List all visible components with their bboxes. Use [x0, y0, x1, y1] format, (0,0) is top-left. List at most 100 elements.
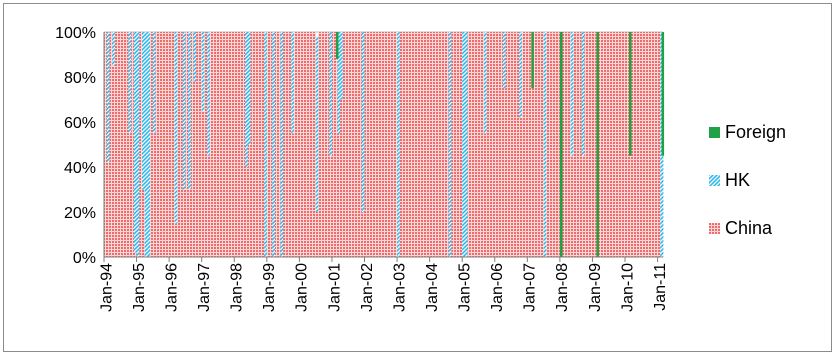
bar-china	[375, 32, 379, 257]
bar-china	[565, 32, 569, 257]
bar-china	[416, 32, 420, 257]
bar-china	[619, 32, 623, 257]
legend-swatch-china	[709, 223, 720, 234]
axes	[103, 32, 663, 262]
bar-hk	[136, 32, 140, 257]
bar-china	[123, 32, 127, 257]
legend-label-foreign: Foreign	[725, 122, 786, 142]
bar-china	[318, 32, 322, 257]
x-tick-label: Jan-10	[619, 263, 636, 312]
bar-china	[578, 32, 582, 257]
bar-china	[435, 32, 439, 257]
bar-china	[369, 32, 374, 257]
bar-china	[641, 32, 645, 257]
bar-china	[177, 32, 181, 257]
bar-china	[141, 189, 146, 257]
bar-foreign	[335, 32, 339, 59]
legend-swatch-foreign	[709, 127, 720, 138]
y-tick-label: 40%	[64, 160, 96, 177]
bar-china	[350, 32, 355, 257]
bar-china	[223, 32, 227, 257]
bar-china	[497, 32, 501, 257]
bar-china	[364, 32, 368, 257]
bar-china	[587, 32, 591, 257]
bar-hk	[201, 32, 205, 111]
bar-china	[310, 32, 314, 257]
bar-hk	[570, 32, 574, 156]
bar-china	[399, 32, 403, 257]
bar-china	[337, 133, 341, 257]
bar-china	[394, 32, 398, 257]
bar-china	[106, 162, 110, 257]
bar-china	[589, 32, 593, 257]
bar-foreign	[596, 32, 599, 257]
bar-china	[440, 32, 444, 257]
bar-china	[345, 32, 349, 257]
bar-china	[527, 32, 531, 257]
bar-china	[494, 32, 498, 257]
bar-china	[424, 32, 428, 257]
bar-china	[451, 32, 455, 257]
bar-hk	[464, 32, 469, 257]
bar-china	[312, 32, 317, 257]
bar-china	[630, 32, 634, 257]
bar-china	[478, 32, 482, 257]
bar-china	[383, 32, 387, 257]
x-tick-label: Jan-99	[261, 263, 278, 312]
bar-china	[391, 32, 395, 257]
bar-china	[277, 32, 281, 257]
x-tick-label: Jan-97	[196, 263, 213, 312]
bar-china	[348, 32, 352, 257]
bar-china	[505, 32, 509, 257]
bar-china	[635, 32, 639, 257]
x-axis-tick-labels: Jan-94 Jan-95 Jan-96 Jan-97 Jan-98 Jan-99 Jan-…	[98, 263, 669, 312]
bar-china	[467, 32, 471, 257]
bar-china	[304, 32, 308, 257]
bar-hk	[397, 32, 401, 257]
x-tick-label: Jan-11	[652, 263, 669, 311]
bar-china	[329, 155, 333, 257]
bar-china	[378, 32, 382, 257]
bar-china	[603, 32, 607, 257]
bar-china	[426, 32, 431, 257]
bar-china	[217, 32, 222, 257]
bar-china	[152, 133, 156, 257]
bar-china	[125, 32, 129, 257]
bar-china	[573, 32, 577, 257]
bar-hk	[337, 32, 341, 134]
bar-china	[413, 32, 417, 257]
bar-china	[340, 99, 344, 257]
bar-hk	[329, 32, 333, 156]
bar-china	[253, 32, 257, 257]
bar-hk	[106, 32, 110, 163]
bar-china	[622, 32, 626, 257]
legend-label-hk: HK	[725, 170, 750, 190]
bar-china	[511, 32, 515, 257]
x-tick-label: Jan-03	[391, 263, 408, 312]
bar-china	[163, 32, 167, 257]
bar-china	[432, 32, 436, 257]
bar-china	[570, 155, 574, 257]
x-tick-label: Jan-01	[326, 263, 343, 312]
bar-china	[185, 32, 189, 257]
bar-china	[530, 32, 534, 257]
bar-china	[321, 32, 325, 257]
bar-china	[386, 32, 390, 257]
y-tick-label: 20%	[64, 205, 96, 222]
bar-hk	[247, 32, 251, 145]
bar-hk	[141, 32, 146, 190]
bar-china	[407, 32, 412, 257]
bar-hk	[147, 32, 151, 257]
bar-china	[190, 32, 194, 257]
bar-china	[307, 32, 311, 257]
bar-china	[323, 32, 327, 257]
x-tick-label: Jan-00	[294, 263, 311, 312]
bar-hk	[291, 32, 295, 134]
bar-hk	[361, 32, 365, 212]
bar-hk	[245, 32, 249, 167]
bar-china	[193, 81, 197, 257]
bar-china	[296, 32, 300, 257]
bar-hk	[581, 32, 585, 156]
bar-china	[456, 32, 460, 257]
bar-china	[445, 32, 450, 257]
